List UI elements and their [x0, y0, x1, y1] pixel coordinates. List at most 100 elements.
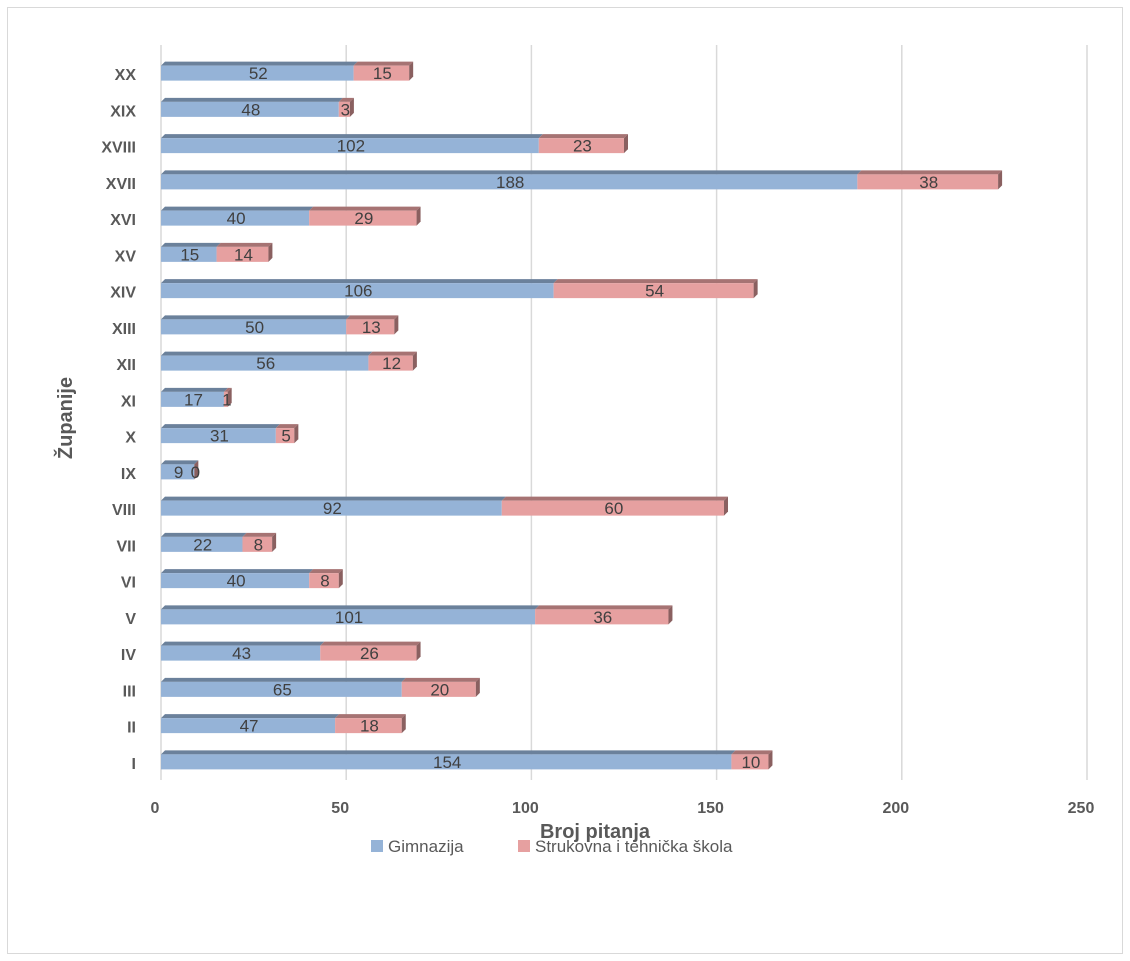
bar-gimnazija	[161, 355, 369, 371]
y-axis-ticks: IIIIIIIVVVIVIIVIIIIXXXIXIIXIIIXIVXVXVIXV…	[101, 67, 136, 773]
bar-top-face	[161, 61, 358, 66]
y-tick-label: IX	[121, 466, 136, 483]
bar-side-face	[412, 351, 417, 371]
y-tick-label: V	[125, 611, 136, 628]
data-label: 1	[222, 390, 231, 409]
bar-strukovna	[335, 718, 402, 734]
bar-top-face	[161, 206, 314, 211]
y-tick-label: VII	[116, 538, 136, 555]
bar-side-face	[227, 387, 232, 407]
bar-top-face	[161, 569, 314, 574]
bar-gimnazija	[161, 573, 310, 589]
bar-strukovna	[275, 428, 295, 444]
bar-side-face	[401, 714, 406, 734]
bar-top-face	[161, 496, 506, 501]
y-tick-label: IV	[121, 647, 136, 664]
bar-top-face	[216, 242, 273, 247]
y-tick-label: XIX	[110, 103, 136, 120]
bar-gimnazija	[161, 101, 339, 117]
x-axis-title: Broj pitanja	[540, 821, 651, 843]
bar-gimnazija	[161, 681, 402, 697]
bar-gimnazija	[161, 65, 354, 81]
data-label: 5	[281, 427, 290, 446]
bar-gimnazija	[161, 319, 347, 335]
data-label: 43	[232, 644, 251, 663]
data-label: 40	[227, 572, 246, 591]
bar-top-face	[553, 279, 758, 284]
data-label: 54	[645, 282, 664, 301]
bar-top-face	[338, 97, 354, 102]
y-tick-label: XV	[115, 248, 137, 265]
bar-gimnazija	[161, 391, 224, 407]
data-label: 14	[234, 245, 253, 264]
bar-top-face	[161, 532, 247, 537]
bar-side-face	[768, 750, 773, 770]
y-tick-label: XIII	[112, 321, 136, 338]
data-label: 106	[344, 282, 372, 301]
x-tick-label: 0	[151, 800, 160, 817]
data-label: 8	[320, 572, 329, 591]
data-label: 56	[256, 354, 275, 373]
bar-side-face	[272, 532, 277, 552]
bar-top-face	[161, 279, 558, 284]
data-label: 92	[323, 499, 342, 518]
bar-top-face	[161, 351, 373, 356]
data-label: 22	[193, 535, 212, 554]
bar-top-face	[161, 315, 351, 320]
bar-strukovna	[346, 319, 395, 335]
bar-side-face	[268, 242, 273, 262]
bar-strukovna	[353, 65, 410, 81]
bar-top-face	[242, 532, 277, 537]
y-tick-label: I	[132, 756, 136, 773]
bar-side-face	[394, 315, 399, 335]
legend-swatch-strukovna	[518, 840, 530, 852]
bar-top-face	[501, 496, 729, 501]
data-label: 40	[227, 209, 246, 228]
data-label: 52	[249, 64, 268, 83]
bar-side-face	[338, 569, 343, 589]
bar-top-face	[538, 134, 628, 139]
bar-strukovna	[320, 645, 417, 661]
data-label: 29	[354, 209, 373, 228]
y-tick-label: XII	[116, 357, 136, 374]
bar-strukovna	[223, 391, 228, 407]
bar-top-face	[223, 387, 232, 392]
x-tick-label: 100	[512, 800, 539, 817]
bar-side-face	[194, 460, 199, 480]
data-label: 18	[360, 717, 379, 736]
data-label: 12	[382, 354, 401, 373]
bar-strukovna	[535, 609, 669, 625]
bar-strukovna	[538, 138, 624, 154]
bar-top-face	[161, 97, 343, 102]
data-label: 15	[180, 245, 199, 264]
bar-top-face	[535, 605, 673, 610]
y-axis-title: Županije	[53, 377, 77, 459]
bar-side-face	[998, 170, 1003, 190]
data-label: 17	[184, 390, 203, 409]
bar-top-face	[161, 460, 199, 465]
data-label: 31	[210, 427, 229, 446]
bar-strukovna	[501, 500, 725, 516]
bar-top-face	[309, 206, 421, 211]
bar-top-face	[368, 351, 417, 356]
bar-top-face	[731, 750, 773, 755]
bar-gimnazija	[161, 210, 310, 226]
bar-gimnazija	[161, 138, 539, 154]
bar-strukovna	[309, 573, 339, 589]
bar-gimnazija	[161, 500, 502, 516]
bar-top-face	[161, 134, 543, 139]
bar-side-face	[724, 496, 729, 516]
bar-gimnazija	[161, 283, 554, 299]
data-label: 26	[360, 644, 379, 663]
data-label: 38	[919, 173, 938, 192]
bar-side-face	[753, 279, 758, 299]
bar-strukovna	[242, 536, 273, 552]
data-label: 65	[273, 680, 292, 699]
legend-swatch-gimnazija	[371, 840, 383, 852]
bar-top-face	[309, 569, 343, 574]
x-tick-label: 150	[697, 800, 724, 817]
bar-gimnazija	[161, 609, 536, 625]
bar-side-face	[409, 61, 414, 81]
bar-side-face	[624, 134, 628, 154]
